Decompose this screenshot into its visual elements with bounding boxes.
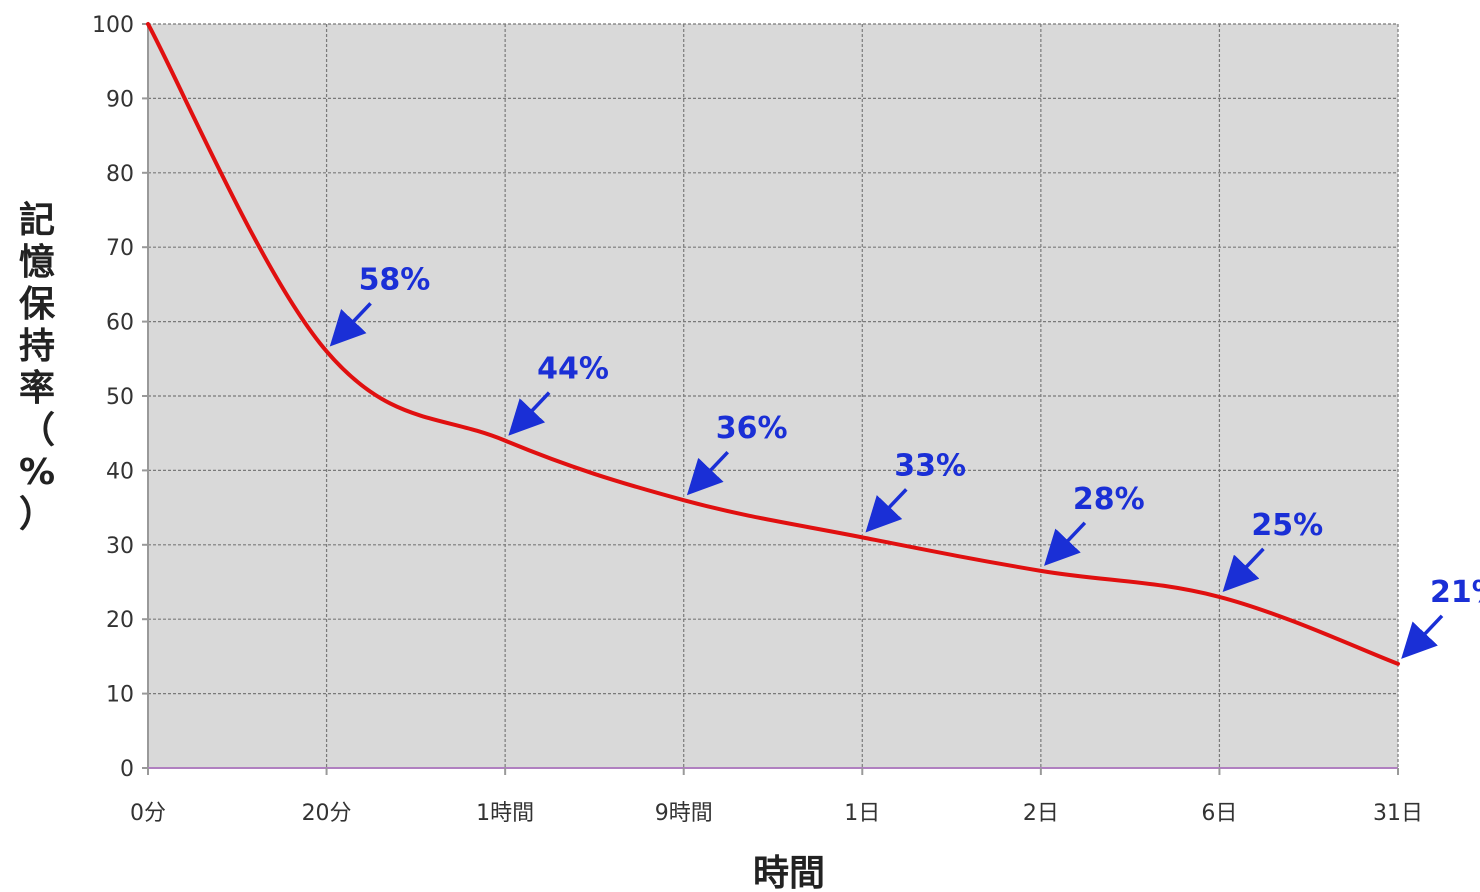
gridlines	[148, 23, 1399, 768]
x-tick-label: 31日	[1373, 801, 1423, 826]
axes	[142, 23, 1399, 775]
y-tick-label: 60	[106, 311, 134, 336]
annotation: 33%	[865, 448, 966, 533]
annotation: 21%	[1401, 575, 1480, 659]
annotation-label: 58%	[359, 262, 431, 297]
annotations: 58% 44% 36% 33% 28% 25% 21%	[329, 262, 1480, 659]
annotation: 36%	[686, 411, 788, 496]
y-axis-label-char: 持	[19, 326, 55, 367]
x-tick-label: 1日	[844, 801, 880, 826]
y-tick-label: 90	[106, 87, 134, 112]
y-tick-label: 20	[106, 608, 134, 633]
annotation-label: 44%	[537, 352, 609, 387]
annotation-arrow	[1401, 614, 1444, 659]
annotation-arrow	[1222, 547, 1265, 592]
annotation-arrow	[865, 488, 908, 533]
annotation: 44%	[508, 352, 609, 436]
y-tick-label: 30	[106, 534, 134, 559]
annotation-arrow	[686, 450, 729, 496]
annotation-label: 33%	[894, 448, 966, 483]
y-axis-label-char: 憶	[19, 242, 55, 283]
y-tick-label: 70	[106, 236, 134, 261]
y-tick-label: 0	[120, 757, 134, 782]
annotation: 25%	[1222, 508, 1323, 592]
annotation: 28%	[1044, 482, 1145, 566]
y-axis-label-char: （	[19, 410, 55, 451]
y-axis-label-char: 保	[19, 284, 56, 325]
x-tick-labels: 0分 20分 1時間 9時間 1日 2日 6日 31日	[130, 801, 1423, 826]
annotation: 58%	[329, 262, 431, 347]
x-tick-label: 6日	[1201, 801, 1237, 826]
annotation-label: 36%	[716, 411, 788, 446]
x-tick-label: 9時間	[655, 801, 713, 826]
y-tick-label: 50	[106, 385, 134, 410]
annotation-label: 21%	[1430, 575, 1480, 610]
y-tick-label: 10	[106, 683, 134, 708]
y-tick-label: 100	[92, 13, 134, 38]
x-tick-label: 2日	[1023, 801, 1059, 826]
annotation-label: 25%	[1251, 508, 1323, 543]
annotation-arrow	[329, 302, 372, 347]
annotation-label: 28%	[1073, 482, 1145, 517]
y-tick-label: 40	[106, 459, 134, 484]
x-tick-label: 1時間	[476, 801, 534, 826]
annotation-arrow	[1044, 521, 1087, 566]
annotation-arrow	[508, 391, 551, 436]
x-axis-label: 時間	[753, 853, 825, 892]
y-axis-label-char: %	[19, 452, 55, 493]
y-tick-labels: 0 10 20 30 40 50 60 70 80 90 100	[92, 13, 134, 782]
series-line	[146, 22, 1400, 666]
y-axis-label-char: 記	[19, 200, 55, 241]
y-tick-label: 80	[106, 162, 134, 187]
y-axis-label-char: 率	[19, 368, 55, 409]
y-axis-label-char: ）	[19, 494, 55, 535]
x-tick-label: 20分	[302, 801, 352, 826]
x-tick-label: 0分	[130, 801, 166, 826]
